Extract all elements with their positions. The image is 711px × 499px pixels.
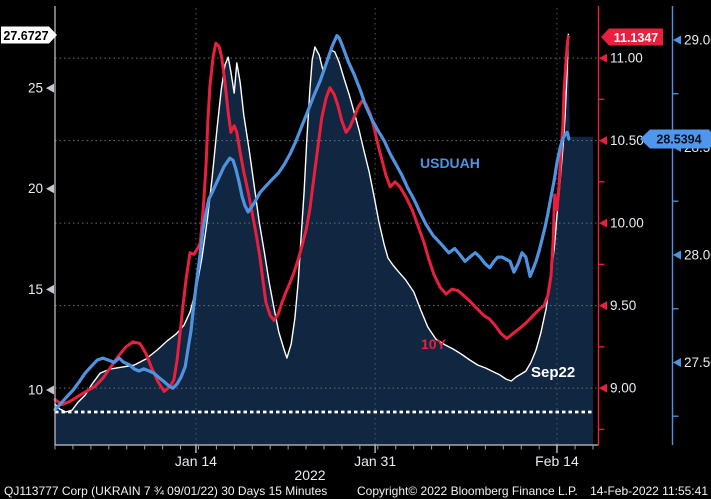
axis-label: 11.00 <box>610 51 643 66</box>
axis-label: 9.00 <box>610 381 636 396</box>
axis-label: 25 <box>28 81 43 96</box>
axis-label: 2022 <box>294 467 325 482</box>
series-labels: Sep22 10Y USDUAH <box>420 155 575 381</box>
grid-layer <box>55 8 599 445</box>
series-label-sep22: Sep22 <box>531 364 575 381</box>
last-price-value: 28.5394 <box>656 133 701 147</box>
blue-tick-arrow <box>673 250 681 260</box>
left-tick-arrow <box>46 83 54 93</box>
left-tick-arrow <box>46 184 54 194</box>
badge-shape <box>1 26 57 44</box>
last-price-badge-usduah: 28.5394 <box>640 129 711 149</box>
series-sep22-line <box>54 33 569 413</box>
copyright-label: Copyright© 2022 Bloomberg Finance L.P. <box>357 484 578 498</box>
badge-shape <box>601 28 663 46</box>
red-tick-arrow <box>599 301 607 311</box>
axis-label: 9.50 <box>610 298 636 313</box>
axis-label: Feb 14 <box>535 453 579 469</box>
red-tick-arrow <box>599 53 607 63</box>
axis-label: 29.00 <box>684 32 711 47</box>
price-chart: 25 20 15 10 11.00 10.50 10.00 9.50 9.00 29.00 28.5… <box>1 6 711 482</box>
series-usduah-line <box>53 33 571 412</box>
instrument-label: QJ113777 Corp (UKRAIN 7 ¾ 09/01/22) 30 D… <box>4 484 328 498</box>
timestamp-label: 14-Feb-2022 11:55:41 <box>590 484 708 498</box>
axes-layer: 25 20 15 10 11.00 10.50 10.00 9.50 9.00 29.00 28.5… <box>28 6 711 482</box>
series-label-10y: 10Y <box>421 336 447 352</box>
axis-label: 10 <box>28 383 43 398</box>
axis-label: Jan 14 <box>175 453 217 469</box>
last-price-badge-10y: 11.1347 <box>601 28 663 46</box>
axis-label: 10.50 <box>610 133 644 148</box>
axis-label: 15 <box>28 282 43 297</box>
left-tick-arrow <box>46 385 54 395</box>
blue-tick-arrow <box>673 35 681 45</box>
blue-tick-arrow <box>673 357 681 367</box>
red-tick-arrow <box>599 383 607 393</box>
status-bar: QJ113777 Corp (UKRAIN 7 ¾ 09/01/22) 30 D… <box>0 482 711 499</box>
red-tick-arrow <box>599 136 607 146</box>
axis-label: 20 <box>28 181 43 196</box>
badge-shape <box>640 129 711 149</box>
series-layer <box>53 33 571 413</box>
axis-label: 28.00 <box>684 247 711 262</box>
left-tick-arrow <box>46 284 54 294</box>
badge-layer: 27.6727 11.1347 28.5394 <box>1 26 711 149</box>
series-label-usduah: USDUAH <box>420 155 480 171</box>
axis-label: 10.00 <box>610 216 644 231</box>
series-10y-line <box>53 35 570 407</box>
axis-label: 27.50 <box>684 355 711 370</box>
last-price-badge-sep22: 27.6727 <box>1 26 57 44</box>
axis-label: Jan 31 <box>354 453 396 469</box>
last-price-value: 11.1347 <box>614 31 659 45</box>
last-price-value: 27.6727 <box>3 29 48 43</box>
red-tick-arrow <box>599 218 607 228</box>
